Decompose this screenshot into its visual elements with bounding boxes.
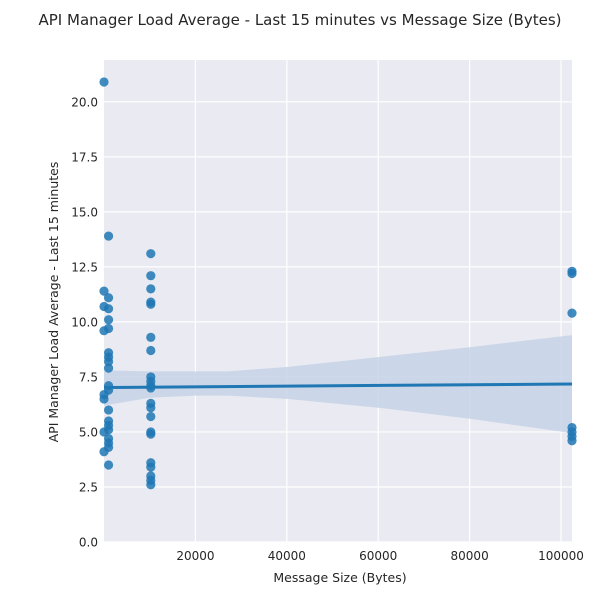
data-point bbox=[99, 427, 109, 437]
x-tick-label: 40000 bbox=[268, 549, 306, 563]
regression-line bbox=[103, 382, 573, 389]
y-tick-label: 2.5 bbox=[79, 480, 98, 494]
data-point bbox=[146, 271, 156, 281]
data-point bbox=[103, 293, 114, 303]
y-tick-labels: 0.0 2.5 5.0 7.5 10.0 12.5 15.0 17.5 20.0 bbox=[71, 95, 98, 549]
data-point bbox=[146, 332, 156, 342]
data-point bbox=[99, 394, 109, 404]
data-point bbox=[146, 480, 156, 490]
data-point bbox=[103, 405, 114, 415]
data-point bbox=[99, 286, 109, 296]
chart-title: API Manager Load Average - Last 15 minut… bbox=[39, 11, 562, 29]
data-point bbox=[146, 299, 156, 309]
data-point bbox=[146, 411, 156, 422]
y-tick-label: 0.0 bbox=[79, 536, 98, 550]
confidence-band-layer bbox=[104, 335, 572, 434]
data-point bbox=[103, 363, 114, 373]
data-point bbox=[99, 77, 109, 87]
data-point bbox=[146, 429, 156, 439]
data-point bbox=[103, 356, 114, 367]
x-tick-label: 100000 bbox=[538, 549, 584, 563]
data-point bbox=[103, 304, 114, 314]
data-point bbox=[567, 268, 577, 279]
data-point bbox=[567, 308, 577, 318]
data-point bbox=[103, 460, 114, 470]
y-tick-label: 20.0 bbox=[71, 95, 98, 109]
x-tick-label: 80000 bbox=[451, 549, 489, 563]
y-tick-label: 5.0 bbox=[79, 425, 98, 439]
data-point bbox=[146, 403, 156, 413]
data-point bbox=[146, 249, 156, 259]
data-point bbox=[103, 315, 114, 325]
x-tick-label: 60000 bbox=[359, 549, 397, 563]
y-axis-label: API Manager Load Average - Last 15 minut… bbox=[46, 162, 61, 443]
y-tick-label: 10.0 bbox=[71, 315, 98, 329]
data-point bbox=[99, 326, 109, 336]
data-point bbox=[103, 231, 114, 241]
y-tick-label: 12.5 bbox=[71, 260, 98, 274]
x-tick-label: 20000 bbox=[176, 549, 214, 563]
y-tick-label: 17.5 bbox=[71, 150, 98, 164]
confidence-band bbox=[104, 335, 572, 434]
plot-area bbox=[104, 60, 572, 542]
data-point bbox=[567, 436, 577, 446]
data-point bbox=[146, 345, 156, 356]
data-point bbox=[146, 284, 156, 294]
data-point bbox=[146, 462, 156, 472]
data-point bbox=[99, 447, 109, 457]
x-axis-label: Message Size (Bytes) bbox=[273, 570, 406, 585]
grid-lines bbox=[104, 60, 572, 543]
y-tick-label: 15.0 bbox=[71, 205, 98, 219]
regression-line-layer bbox=[103, 382, 573, 389]
y-tick-label: 7.5 bbox=[79, 370, 98, 384]
x-tick-labels: 20000 40000 60000 80000 100000 bbox=[176, 549, 584, 563]
